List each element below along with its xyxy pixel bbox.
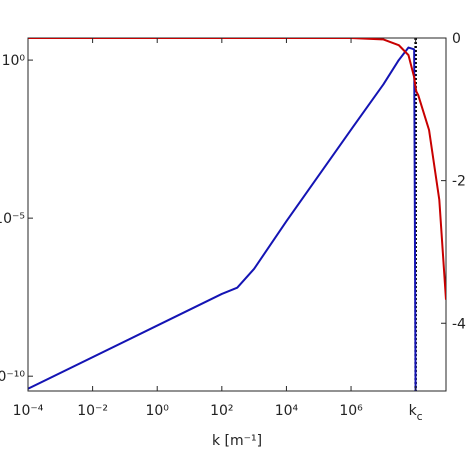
x-tick-label-text: 10⁻⁴	[13, 403, 44, 419]
y2-tick-label: -4	[452, 316, 466, 332]
x-tick-label: 10²	[210, 403, 233, 419]
x-tick-label-text: 10⁴	[275, 403, 299, 419]
x-tick-label-text: 10²	[210, 403, 233, 419]
x-tick-label-text: k	[409, 403, 418, 419]
y2-tick-label: -2	[452, 174, 466, 190]
x-tick-label: 10⁰	[145, 403, 169, 419]
line-red	[28, 38, 446, 300]
x-tick-label-text: 10⁶	[339, 403, 363, 419]
x-tick-label: 10⁶	[339, 403, 363, 419]
x-tick-label: 10⁻²	[77, 403, 108, 419]
x-tick-label: 10⁴	[275, 403, 299, 419]
x-tick-label: 10⁻⁴	[13, 403, 44, 419]
plot-frame	[27, 37, 447, 392]
y2-tick-label: 0	[452, 31, 461, 47]
y-tick-label: 10⁰	[2, 53, 26, 69]
x-axis-label: k [m⁻¹]	[212, 433, 262, 449]
y-tick-label: 10⁻⁵	[0, 211, 25, 227]
x-tick-label-text: 10⁰	[145, 403, 169, 419]
x-tick-label-text: 10⁻²	[77, 403, 108, 419]
plot-area	[28, 38, 446, 391]
y-tick-label: 10⁻¹⁰	[0, 369, 25, 385]
x-tick-label: kc	[409, 403, 423, 423]
line-blue	[28, 46, 417, 391]
x-tick-label-sub: c	[417, 410, 423, 423]
